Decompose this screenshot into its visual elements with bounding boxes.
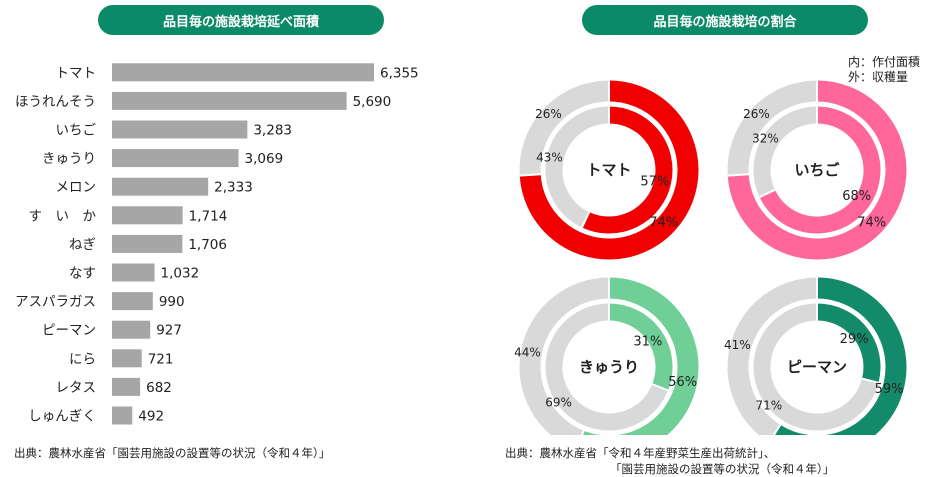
bar-category-label: にら <box>69 351 96 367</box>
bar-chart-title: 品目毎の施設栽培延べ面積 <box>98 5 384 35</box>
bar <box>112 263 155 282</box>
donut-segment <box>759 106 881 234</box>
bar <box>112 320 151 339</box>
donut-inner-value-label: 68% <box>842 189 871 204</box>
bar-value-label: 3,283 <box>253 123 292 139</box>
bar-category-label: いちご <box>56 123 97 139</box>
donut-1: 74% 26% 57% 43% トマト <box>519 80 699 260</box>
donut-2: 74% 26% 68% 32% いちご <box>727 80 907 260</box>
bar <box>112 177 209 196</box>
donut-inner-other-label: 32% <box>752 131 779 145</box>
donut-segment <box>608 303 673 391</box>
donut-outer-other-label: 26% <box>743 107 770 121</box>
legend-inner-ring: 内：作付面積 <box>848 55 921 69</box>
donut-segment <box>727 80 907 260</box>
bar-category-label: なす <box>69 266 96 282</box>
donut-outer-other-label: 26% <box>535 107 562 121</box>
bar-value-label: 3,069 <box>245 151 284 167</box>
bar <box>112 292 153 311</box>
bar-category-label: きゅうり <box>42 151 96 167</box>
donut-inner-other-label: 71% <box>755 398 782 412</box>
bar-value-label: 1,706 <box>188 237 227 253</box>
bar-category-label: レタス <box>56 380 97 396</box>
donut-separator <box>861 377 879 384</box>
donut-outer-other-label: 44% <box>514 345 541 359</box>
bar <box>112 406 133 425</box>
bar-value-label: 927 <box>156 323 182 339</box>
source-note-right-line2: 「園芸用施設の設置等の状況（令和４年）」 <box>610 462 835 476</box>
donut-center-label: トマト <box>586 161 631 179</box>
legend-outer-ring: 外：収穫量 <box>848 70 909 84</box>
donut-separator <box>519 173 541 177</box>
bar <box>112 120 248 139</box>
bar <box>112 91 347 110</box>
donut-segment <box>727 80 818 176</box>
bar-value-label: 682 <box>146 380 172 396</box>
donut-outer-value-label: 59% <box>875 382 904 397</box>
donut-outer-other-label: 41% <box>724 338 751 352</box>
bar-value-label: 1,714 <box>189 208 228 224</box>
bar <box>112 149 239 168</box>
bar-category-label: ねぎ <box>69 237 96 253</box>
donut-separator <box>581 211 591 228</box>
donut-segment <box>545 106 610 228</box>
donut-segment <box>773 277 907 435</box>
bar-category-label: ほうれんそう <box>15 94 96 110</box>
bar-value-label: 5,690 <box>353 94 392 110</box>
donut-separator <box>581 430 585 435</box>
donut-separator <box>772 424 782 435</box>
donut-segment <box>816 303 881 383</box>
bar-category-label: ピーマン <box>42 323 96 339</box>
donut-outer-value-label: 74% <box>857 215 886 230</box>
donut-segment <box>581 106 673 234</box>
bar-chart: トマト 6,355 ほうれんそう 5,690 いちご 3,283 きゅうり 3,069 メロン 2… <box>15 63 419 425</box>
bar-category-label: メロン <box>56 180 97 196</box>
bar-value-label: 1,032 <box>161 266 200 282</box>
donut-segment <box>519 277 610 435</box>
bar-category-label: しゅんぎく <box>28 409 96 425</box>
bar <box>112 206 183 225</box>
donut-outer-value-label: 56% <box>668 375 697 390</box>
bar <box>112 63 374 82</box>
donut-inner-value-label: 57% <box>640 174 669 189</box>
donut-separator <box>727 173 749 177</box>
bar <box>112 349 142 368</box>
donut-separator <box>759 188 776 198</box>
donut-segment <box>519 80 610 176</box>
donut-charts: 74% 26% 57% 43% トマト 74% 26% 68% 32% いちご 56% 44% 31% 6… <box>514 80 907 435</box>
source-note-right-line1: 出典：農林水産省「令和４年産野菜生産出荷統計」、 <box>505 446 776 460</box>
donut-center-label: きゅうり <box>579 358 639 376</box>
source-note-left: 出典：農林水産省「園芸用施設の設置等の状況（令和４年）」 <box>14 446 331 460</box>
bar-value-label: 990 <box>159 294 185 310</box>
donut-center-label: いちご <box>794 161 840 179</box>
bar-value-label: 492 <box>138 409 164 425</box>
donut-outer-value-label: 74% <box>649 215 678 230</box>
donut-inner-value-label: 29% <box>840 332 869 347</box>
donut-4: 59% 41% 29% 71% ピーマン <box>724 277 907 435</box>
donut-separator <box>651 383 669 392</box>
bar-value-label: 6,355 <box>380 65 419 81</box>
donut-segment <box>519 80 699 260</box>
donut-3: 56% 44% 31% 69% きゅうり <box>514 277 699 435</box>
donut-segment <box>727 277 818 435</box>
bar-value-label: 721 <box>148 351 174 367</box>
donut-segment <box>582 277 699 435</box>
bar <box>112 234 183 253</box>
donut-segment <box>545 303 669 431</box>
bar-category-label: アスパラガス <box>15 294 96 310</box>
bar-category-label: トマト <box>56 65 97 81</box>
donut-chart-title: 品目毎の施設栽培の割合 <box>582 5 868 35</box>
donut-inner-other-label: 43% <box>536 151 563 165</box>
bar-value-label: 2,333 <box>214 180 253 196</box>
bar <box>112 377 141 396</box>
donut-inner-other-label: 69% <box>545 395 572 409</box>
donut-segment <box>753 303 879 431</box>
donut-segment <box>753 106 818 198</box>
donut-inner-value-label: 31% <box>633 335 662 350</box>
donut-center-label: ピーマン <box>787 358 847 376</box>
bar-category-label: す い か <box>29 208 97 224</box>
